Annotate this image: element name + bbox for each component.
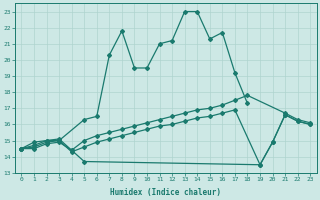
X-axis label: Humidex (Indice chaleur): Humidex (Indice chaleur) bbox=[110, 188, 221, 197]
